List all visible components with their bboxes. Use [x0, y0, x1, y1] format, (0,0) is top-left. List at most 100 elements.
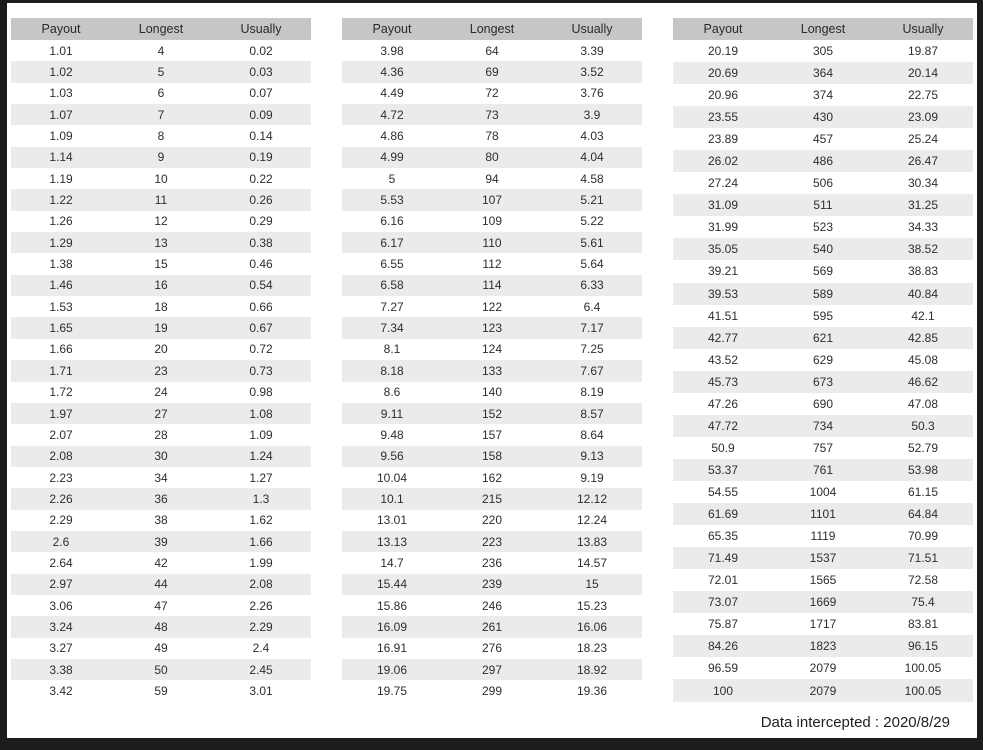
- table-cell: 64: [485, 43, 499, 58]
- table-cell: 1823: [809, 639, 837, 654]
- table-cell: 23.09: [907, 110, 939, 125]
- table-cell: 6.16: [380, 214, 404, 229]
- table-cell: 1.66: [249, 534, 273, 549]
- table-row: 50.9 757 52.79: [673, 436, 973, 459]
- table-row: 61.69 1101 64.84: [673, 502, 973, 526]
- table-cell: 0.09: [249, 107, 273, 122]
- table-row: 45.73 673 46.62: [673, 370, 973, 393]
- table-cell: 3.52: [580, 65, 604, 80]
- table-cell: 0.67: [249, 321, 273, 336]
- table-cell: 19.06: [376, 662, 408, 677]
- table-row: 3.06 47 2.26: [11, 594, 311, 617]
- table-cell: 162: [481, 470, 503, 485]
- table-cell: 589: [812, 286, 834, 301]
- table-cell: 16.06: [576, 619, 608, 634]
- table-row: 7.34 123 7.17: [342, 317, 642, 339]
- table-cell: 109: [481, 214, 503, 229]
- table-cell: 27: [154, 406, 168, 421]
- table-cell: 4.72: [380, 107, 404, 122]
- table-row: 19.06 297 18.92: [342, 658, 642, 681]
- table-cell: 14.57: [576, 555, 608, 570]
- header-row: Payout Longest Usually: [673, 18, 973, 40]
- table-row: 35.05 540 38.52: [673, 238, 973, 261]
- table-row: 5 94 4.58: [342, 168, 642, 190]
- table-cell: 140: [481, 385, 503, 400]
- table-row: 7.27 122 6.4: [342, 296, 642, 318]
- table-cell: 47.08: [907, 396, 939, 411]
- table-cell: 220: [481, 513, 503, 528]
- table-row: 31.09 511 31.25: [673, 194, 973, 217]
- table-cell: 5.22: [580, 214, 604, 229]
- table-cell: 50.9: [711, 440, 735, 455]
- table-row: 71.49 1537 71.51: [673, 547, 973, 570]
- table-cell: 9: [157, 150, 165, 165]
- table-cell: 70.99: [907, 529, 939, 544]
- table-cell: 0.19: [249, 150, 273, 165]
- table-cell: 486: [812, 154, 834, 169]
- table-cell: 4.86: [380, 129, 404, 144]
- table-row: 1.29 13 0.38: [11, 232, 311, 254]
- table-cell: 0.07: [249, 86, 273, 101]
- table-cell: 38.83: [907, 264, 939, 279]
- table-cell: 122: [481, 299, 503, 314]
- tables-container: Payout Longest Usually 1.01 4 0.02 1.02 5 0.03 1.…: [7, 3, 977, 702]
- table-row: 8.6 140 8.19: [342, 381, 642, 403]
- table-cell: 50.3: [911, 418, 935, 433]
- table-cell: 39.21: [707, 264, 739, 279]
- table-cell: 1.19: [49, 171, 73, 186]
- table-cell: 73: [485, 107, 499, 122]
- table-row: 6.58 114 6.33: [342, 274, 642, 297]
- table-row: 3.24 48 2.29: [11, 616, 311, 638]
- table-cell: 96.15: [907, 639, 939, 654]
- table-cell: 1004: [809, 484, 837, 499]
- table-cell: 36: [154, 491, 168, 506]
- table-cell: 673: [812, 374, 834, 389]
- table-cell: 2.23: [49, 470, 73, 485]
- table-cell: 10.04: [376, 470, 408, 485]
- table-row: 4.49 72 3.76: [342, 82, 642, 105]
- table-cell: 261: [481, 619, 503, 634]
- table-cell: 2.26: [249, 598, 273, 613]
- table-row: 10.04 162 9.19: [342, 466, 642, 489]
- column-header-usually: Usually: [211, 18, 311, 40]
- table-row: 2.97 44 2.08: [11, 573, 311, 595]
- column-header-usually: Usually: [542, 18, 642, 40]
- table-row: 1.97 27 1.08: [11, 402, 311, 425]
- table-cell: 94: [485, 171, 499, 186]
- table-cell: 158: [481, 449, 503, 464]
- table-row: 1.03 6 0.07: [11, 82, 311, 105]
- table-cell: 6.55: [380, 257, 404, 272]
- table-cell: 3.01: [249, 683, 273, 698]
- table-cell: 39.53: [707, 286, 739, 301]
- table-cell: 299: [481, 683, 503, 698]
- table-row: 26.02 486 26.47: [673, 150, 973, 173]
- table-cell: 0.22: [249, 171, 273, 186]
- table-cell: 19: [154, 321, 168, 336]
- table-cell: 1.29: [49, 235, 73, 250]
- table-row: 1.72 24 0.98: [11, 381, 311, 403]
- table-row: 1.66 20 0.72: [11, 338, 311, 361]
- table-cell: 2.45: [249, 662, 273, 677]
- table-cell: 5.61: [580, 235, 604, 250]
- table-cell: 100.05: [904, 683, 942, 698]
- column-header-payout: Payout: [673, 18, 773, 40]
- table-row: 4.72 73 3.9: [342, 104, 642, 126]
- table-cell: 1.27: [249, 470, 273, 485]
- table-cell: 20.96: [707, 88, 739, 103]
- table-cell: 7.34: [380, 321, 404, 336]
- table-cell: 2.26: [49, 491, 73, 506]
- table-cell: 2.6: [52, 534, 70, 549]
- table-cell: 4.04: [580, 150, 604, 165]
- table-cell: 23.89: [707, 132, 739, 147]
- table-row: 1.02 5 0.03: [11, 61, 311, 83]
- table-cell: 5: [157, 65, 165, 80]
- table-cell: 5: [388, 171, 396, 186]
- table-cell: 5.64: [580, 257, 604, 272]
- table-cell: 61.69: [707, 507, 739, 521]
- table-cell: 6.33: [580, 278, 604, 293]
- table-row: 39.53 589 40.84: [673, 282, 973, 305]
- table-cell: 3.42: [49, 683, 73, 698]
- table-row: 2.26 36 1.3: [11, 488, 311, 510]
- table-row: 1.19 10 0.22: [11, 168, 311, 190]
- table-cell: 107: [481, 193, 503, 208]
